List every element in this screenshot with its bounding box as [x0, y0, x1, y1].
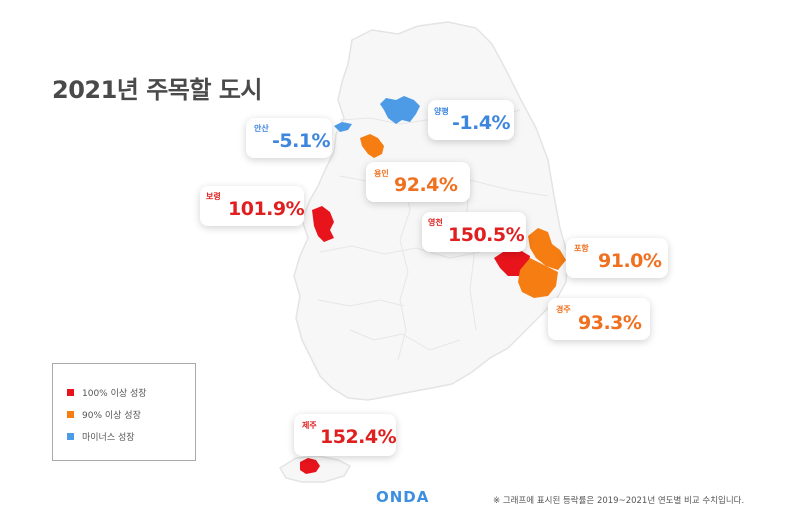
callout-yangpyeong: 양평 -1.4% [428, 100, 514, 140]
region-shape-gyeongju [518, 258, 558, 298]
legend-label: 100% 이상 성장 [82, 389, 147, 399]
legend-item-100: 100% 이상 성장 [67, 386, 147, 399]
callout-yeongcheon: 영천 150.5% [422, 212, 526, 252]
region-shape-yangpyeong [380, 96, 420, 124]
growth-value: 152.4% [320, 426, 397, 448]
region-shape-boryeong [312, 206, 334, 242]
growth-value: 150.5% [448, 224, 525, 246]
region-shape-ansan [334, 122, 352, 132]
growth-value: 101.9% [228, 198, 305, 220]
callout-yongin: 용인 92.4% [366, 162, 470, 202]
korea-outline [293, 21, 569, 401]
callout-gyeongju: 경주 93.3% [548, 298, 650, 340]
legend-item-minus: 마이너스 성장 [67, 430, 135, 443]
growth-value: 92.4% [394, 174, 458, 196]
legend-swatch [67, 433, 74, 440]
city-label: 용인 [374, 169, 389, 178]
region-shape-yongin [360, 134, 384, 158]
legend-label: 마이너스 성장 [82, 433, 135, 443]
legend-swatch [67, 389, 74, 396]
growth-value: -1.4% [452, 112, 511, 134]
callout-boryeong: 보령 101.9% [200, 186, 305, 226]
callout-pohang: 포항 91.0% [566, 238, 668, 278]
legend-label: 90% 이상 성장 [82, 411, 141, 421]
callout-ansan: 안산 -5.1% [246, 118, 332, 158]
region-shape-pohang [528, 228, 566, 270]
city-label: 안산 [254, 124, 269, 133]
footnote: ※ 그래프에 표시된 등락률은 2019~2021년 연도별 비교 수치입니다. [493, 496, 745, 506]
city-label: 경주 [556, 305, 571, 314]
growth-value: -5.1% [272, 130, 331, 152]
city-label: 양평 [434, 107, 449, 116]
legend-item-90: 90% 이상 성장 [67, 408, 141, 421]
growth-value: 93.3% [578, 312, 642, 334]
city-label: 제주 [302, 421, 317, 430]
map-legend: 100% 이상 성장 90% 이상 성장 마이너스 성장 [52, 363, 196, 461]
onda-logo: ONDA [376, 488, 430, 506]
page-title: 2021년 주목할 도시 [52, 76, 263, 104]
growth-value: 91.0% [598, 250, 662, 272]
city-label: 포항 [574, 244, 589, 253]
city-label: 영천 [428, 218, 443, 227]
region-shape-jeju [300, 458, 320, 474]
callout-jeju: 제주 152.4% [294, 414, 397, 456]
city-label: 보령 [206, 192, 221, 201]
legend-swatch [67, 411, 74, 418]
